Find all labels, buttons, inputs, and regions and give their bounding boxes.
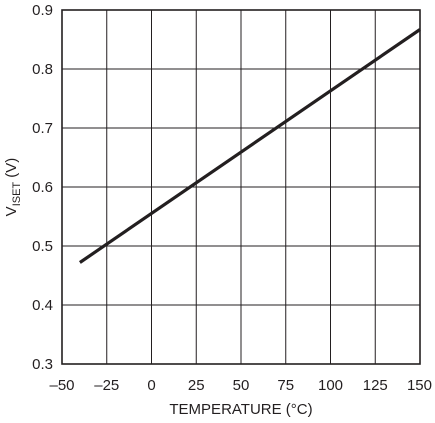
y-tick-label: 0.7 <box>32 120 53 137</box>
x-tick-label: 125 <box>363 377 388 394</box>
y-tick-label: 0.6 <box>32 179 53 196</box>
x-tick-label: –50 <box>49 377 74 394</box>
y-axis-label-unit: (V) <box>3 158 20 182</box>
y-axis-label-base: V <box>3 206 20 216</box>
x-tick-label: 25 <box>188 377 205 394</box>
x-tick-label: 75 <box>277 377 294 394</box>
y-tick-label: 0.9 <box>32 2 53 19</box>
y-tick-labels: 0.3 0.4 0.5 0.6 0.7 0.8 0.9 <box>32 2 53 373</box>
series-line <box>78 28 421 264</box>
y-axis-label-subscript: ISET <box>11 182 23 207</box>
x-axis-label: TEMPERATURE (°C) <box>169 401 312 418</box>
x-tick-label: 0 <box>147 377 155 394</box>
y-tick-label: 0.5 <box>32 238 53 255</box>
y-tick-label: 0.8 <box>32 61 53 78</box>
x-tick-label: 150 <box>407 377 432 394</box>
x-tick-labels: –50 –25 0 25 50 75 100 125 150 <box>49 377 432 394</box>
y-tick-label: 0.4 <box>32 297 53 314</box>
y-tick-label: 0.3 <box>32 356 53 373</box>
y-axis-label: VISET (V) <box>3 158 23 217</box>
x-tick-label: –25 <box>94 377 119 394</box>
grid-lines <box>62 10 420 364</box>
series-layer <box>78 28 421 264</box>
x-tick-label: 100 <box>318 377 343 394</box>
plot-frame <box>61 9 421 365</box>
x-tick-label: 50 <box>233 377 250 394</box>
